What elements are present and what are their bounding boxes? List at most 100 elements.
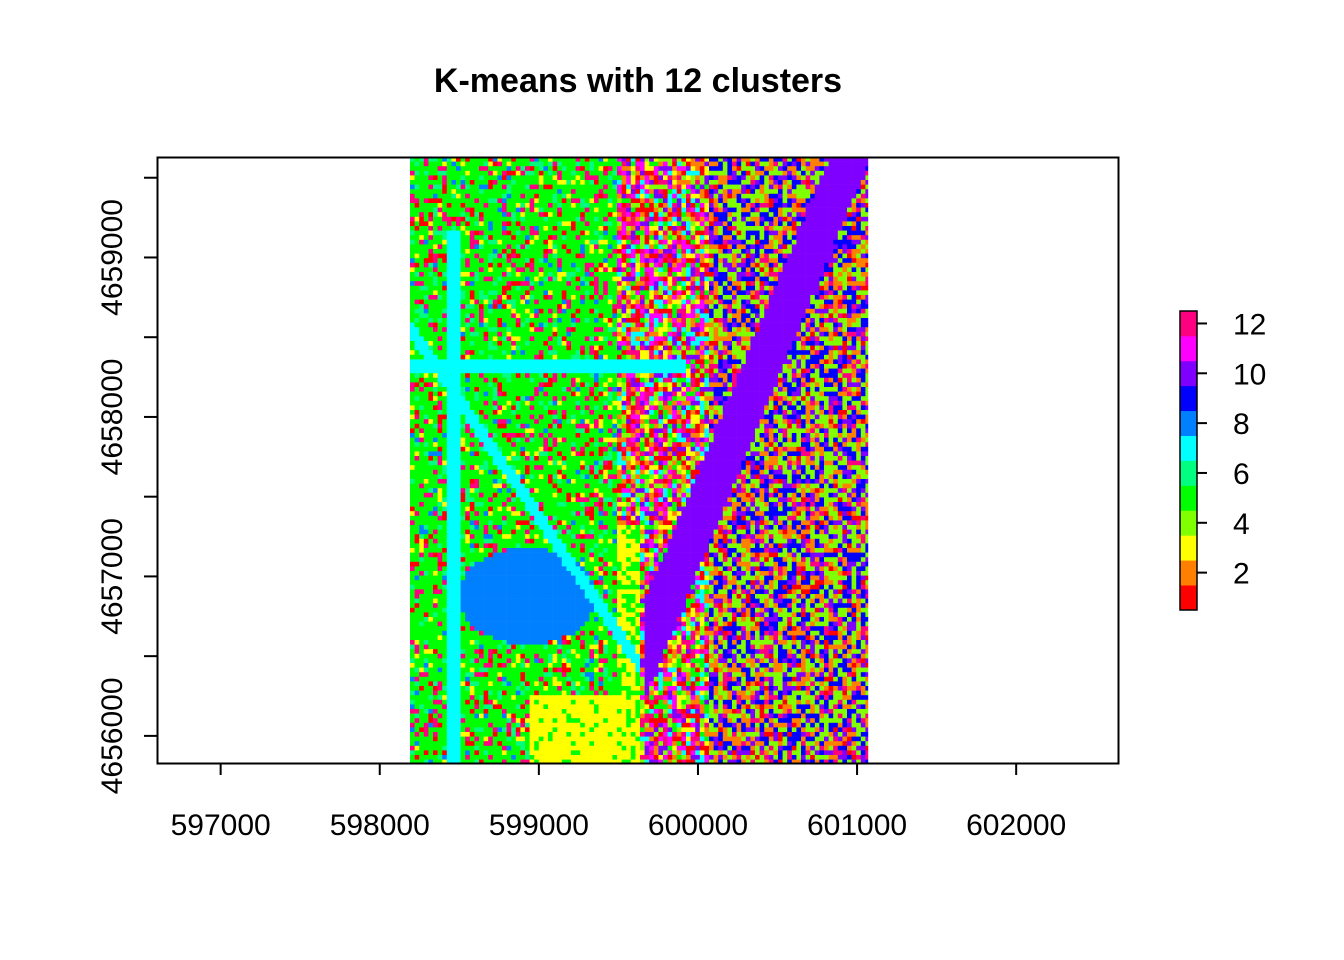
raster-cell <box>598 345 604 351</box>
raster-cell <box>755 235 760 241</box>
raster-cell <box>787 336 793 342</box>
raster-cell <box>465 198 471 204</box>
raster-cell <box>575 327 581 333</box>
raster-cell <box>676 308 682 314</box>
raster-cell <box>446 203 452 208</box>
raster-cell <box>709 295 714 300</box>
raster-cell <box>805 193 811 199</box>
raster-cell <box>525 272 530 277</box>
raster-cell <box>704 318 710 323</box>
raster-cell <box>801 226 806 231</box>
raster-cell <box>483 382 489 388</box>
raster-cell <box>759 198 765 204</box>
raster-cell <box>423 327 429 333</box>
raster-cell <box>713 203 719 208</box>
raster-cell <box>681 322 687 328</box>
raster-cell <box>805 249 811 254</box>
raster-cell <box>860 318 866 323</box>
raster-cell <box>778 359 783 365</box>
raster-cell <box>640 373 645 379</box>
raster-cell <box>690 193 696 199</box>
raster-cell <box>479 299 484 305</box>
raster-cell <box>778 189 783 195</box>
raster-cell <box>548 373 553 379</box>
raster-cell <box>796 212 802 218</box>
raster-cell <box>796 327 802 333</box>
raster-cell <box>483 262 489 268</box>
raster-cell <box>732 175 737 181</box>
raster-cell <box>713 359 719 365</box>
raster-cell <box>736 161 742 167</box>
raster-cell <box>603 313 609 319</box>
raster-cell <box>575 198 581 204</box>
raster-cell <box>433 235 438 241</box>
raster-cell <box>787 226 793 231</box>
raster-cell <box>819 281 825 287</box>
raster-cell <box>681 331 687 337</box>
raster-cell <box>557 341 563 346</box>
raster-cell <box>667 345 673 351</box>
raster-cell <box>810 295 816 300</box>
raster-cell <box>736 262 742 268</box>
raster-cell <box>842 327 848 333</box>
raster-cell <box>658 313 664 319</box>
raster-cell <box>810 170 816 176</box>
raster-cell <box>764 308 770 314</box>
raster-cell <box>469 313 475 319</box>
raster-cell <box>506 235 512 241</box>
raster-cell <box>626 262 632 268</box>
raster-cell <box>520 304 526 310</box>
raster-cell <box>584 230 590 236</box>
raster-cell <box>663 207 668 213</box>
raster-cell <box>667 262 673 268</box>
raster-cell <box>621 281 627 287</box>
raster-cell <box>745 276 751 282</box>
raster-cell <box>621 382 627 388</box>
raster-cell <box>589 184 595 190</box>
raster-cell <box>474 336 480 342</box>
raster-cell <box>709 216 714 222</box>
raster-cell <box>787 184 793 190</box>
raster-cell <box>469 336 475 342</box>
raster-cell <box>718 180 724 185</box>
raster-cell <box>814 364 820 369</box>
raster-cell <box>465 295 471 300</box>
raster-cell <box>842 304 848 310</box>
raster-cell <box>552 244 558 250</box>
raster-cell <box>672 249 678 254</box>
raster-cell <box>768 175 774 181</box>
raster-cell <box>410 161 415 167</box>
raster-cell <box>727 313 733 319</box>
raster-cell <box>745 304 751 310</box>
raster-cell <box>474 331 480 337</box>
raster-cell <box>456 336 461 342</box>
raster-cell <box>764 350 770 356</box>
raster-cell <box>423 382 429 388</box>
raster-cell <box>676 299 682 305</box>
raster-cell <box>460 262 466 268</box>
raster-cell <box>810 258 816 264</box>
raster-cell <box>699 285 705 291</box>
raster-cell <box>538 207 544 213</box>
raster-cell <box>658 212 664 218</box>
raster-cell <box>437 382 443 388</box>
raster-cell <box>552 161 558 167</box>
raster-cell <box>446 235 452 241</box>
raster-cell <box>557 382 563 388</box>
raster-cell <box>672 157 678 162</box>
raster-cell <box>543 249 549 254</box>
raster-cell <box>718 373 724 379</box>
raster-cell <box>722 161 728 167</box>
raster-cell <box>548 161 553 167</box>
raster-cell <box>635 373 641 379</box>
raster-cell <box>575 359 581 365</box>
raster-cell <box>741 244 747 250</box>
raster-cell <box>805 235 811 241</box>
raster-cell <box>483 184 489 190</box>
raster-cell <box>635 170 641 176</box>
raster-cell <box>497 244 503 250</box>
raster-cell <box>483 377 489 383</box>
raster-cell <box>851 249 857 254</box>
raster-cell <box>755 345 760 351</box>
raster-cell <box>525 175 530 181</box>
